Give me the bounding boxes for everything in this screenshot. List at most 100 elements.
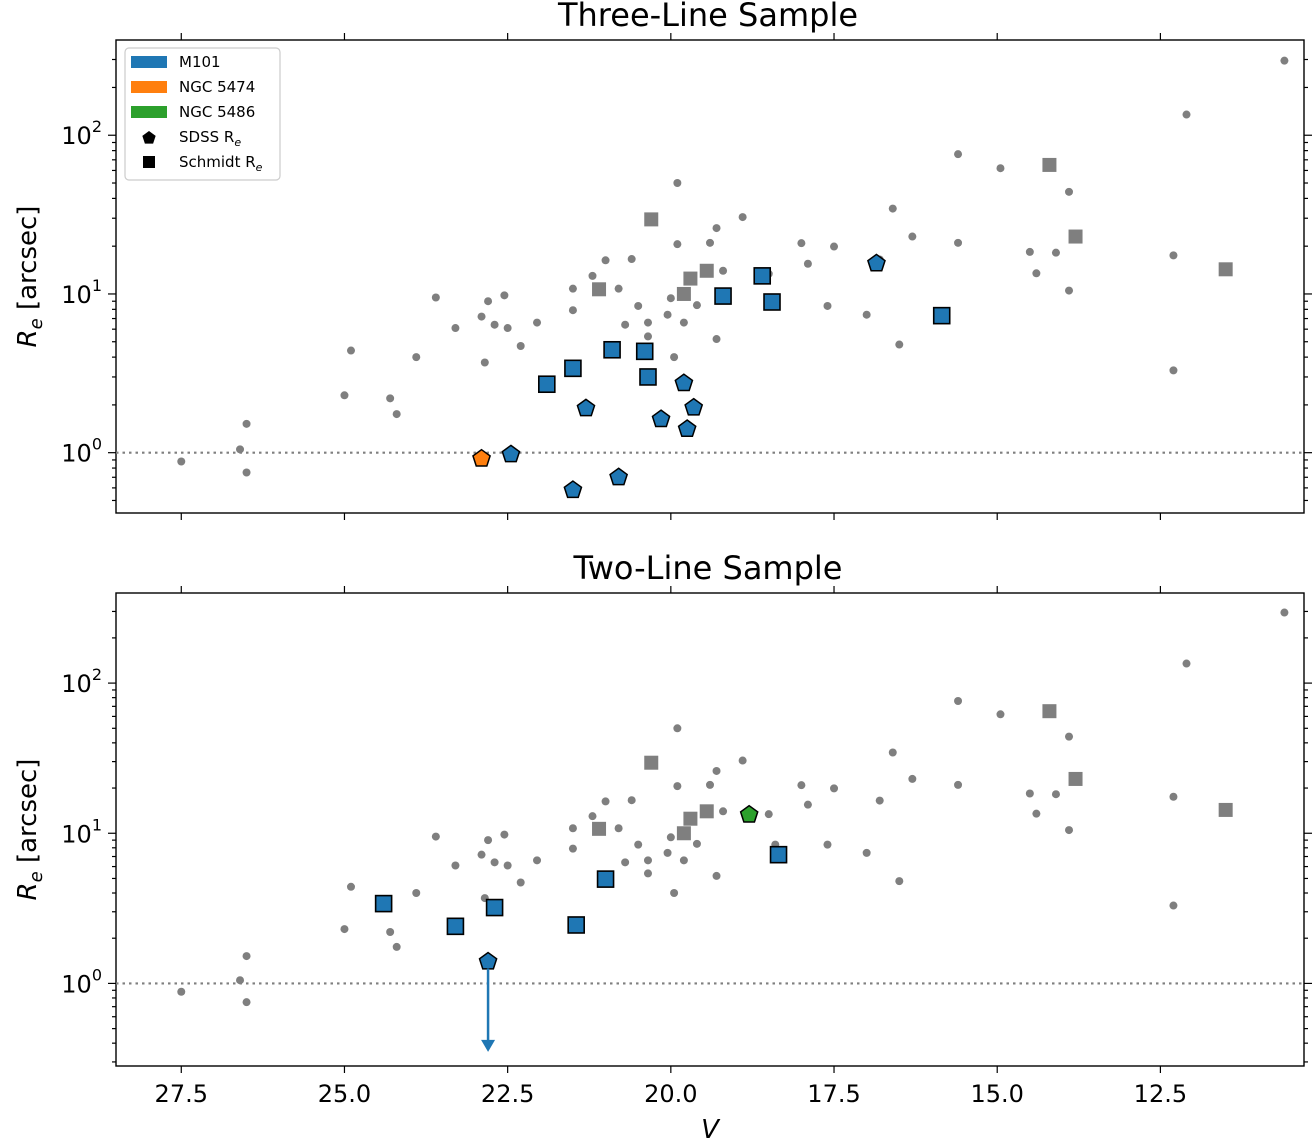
data-point-background-dot [1182, 659, 1191, 668]
data-marks [177, 56, 1289, 499]
data-point-background-dot [1169, 366, 1178, 375]
y-axis-label: Re [arcsec] [13, 759, 47, 901]
data-point-background-dot [738, 756, 747, 765]
data-point-background-dot [533, 318, 542, 327]
data-point-m101-square [639, 368, 657, 386]
data-point-background-dot [1169, 901, 1178, 910]
data-point-background-dot [412, 889, 421, 898]
legend-label: SDSS Re [179, 128, 241, 149]
data-point-background-dot [823, 840, 832, 849]
data-point-background-dot [643, 856, 652, 865]
data-point-background-dot [954, 150, 963, 159]
data-point-m101-square [603, 340, 621, 359]
y-tick-label: 101 [61, 815, 102, 848]
data-point-background-dot [500, 291, 509, 300]
data-point-background-dot [1065, 187, 1074, 196]
data-point-m101-pentagon [563, 480, 583, 499]
data-point-background-dot [673, 240, 682, 249]
data-point-background-dot [503, 324, 512, 333]
y-tick-label: 100 [61, 965, 102, 998]
data-point-background-dot [480, 358, 489, 367]
data-point-background-dot [340, 391, 349, 400]
data-point-m101-square [446, 917, 465, 936]
data-point-background-dot [797, 781, 806, 790]
data-point-background-schmidt-square [1068, 771, 1083, 786]
data-point-m101-pentagon [684, 397, 704, 416]
data-point-background-dot [477, 312, 486, 321]
data-point-background-dot [719, 807, 728, 816]
data-point-background-dot [996, 164, 1005, 173]
data-point-m101-square [753, 267, 772, 285]
data-point-background-dot [673, 179, 682, 188]
x-tick-label: 20.0 [644, 1080, 697, 1108]
data-point-background-dot [392, 410, 401, 419]
axis-ticks: 100 101 102 [61, 33, 1312, 520]
data-point-background-dot [673, 724, 682, 733]
data-point-ngc-5474-pentagon [472, 448, 491, 467]
y-tick-label: 102 [61, 665, 102, 698]
data-point-background-dot [503, 861, 512, 870]
data-point-background-dot [516, 342, 525, 351]
data-point-background-dot [673, 782, 682, 791]
data-point-background-dot [719, 266, 728, 275]
legend-label: M101 [179, 53, 221, 71]
data-point-background-dot [862, 848, 871, 857]
data-point-m101-square [763, 293, 781, 311]
data-point-background-dot [712, 871, 721, 880]
axis-ticks: 27.5 25.0 22.5 20.0 17.5 15.0 12.5 100 101 102 [61, 586, 1312, 1108]
data-point-background-dot [588, 271, 597, 280]
data-point-background-dot [490, 320, 499, 329]
data-point-m101-square [374, 894, 393, 913]
data-point-background-dot [588, 812, 597, 821]
data-point-background-dot [830, 242, 839, 251]
data-point-background-dot [712, 224, 721, 233]
data-point-background-dot [177, 987, 186, 996]
data-point-background-dot [1032, 809, 1041, 818]
data-point-background-dot [568, 306, 577, 315]
legend-marker [131, 106, 167, 118]
data-point-background-dot [712, 335, 721, 344]
x-tick-label: 22.5 [481, 1080, 534, 1108]
data-point-background-dot [477, 850, 486, 859]
data-point-background-dot [908, 774, 917, 783]
y-tick-label: 102 [61, 117, 102, 150]
panel-title: Two-Line Sample [573, 549, 843, 587]
data-point-background-schmidt-square [676, 826, 691, 841]
y-tick-label: 101 [61, 276, 102, 309]
legend-marker [131, 56, 167, 68]
data-point-background-dot [431, 293, 440, 302]
x-tick-label: 25.0 [318, 1080, 371, 1108]
data-point-m101-square [596, 870, 615, 888]
data-point-background-dot [764, 810, 773, 819]
data-point-background-schmidt-square [592, 282, 607, 297]
data-point-background-dot [431, 832, 440, 841]
data-point-background-dot [738, 213, 747, 222]
data-point-background-dot [568, 824, 577, 833]
data-point-m101-square [538, 375, 556, 394]
data-point-background-dot [386, 394, 395, 403]
data-point-background-dot [1051, 248, 1060, 257]
data-point-background-dot [643, 332, 652, 341]
legend-label: NGC 5486 [179, 103, 255, 121]
data-point-background-dot [1280, 56, 1289, 65]
data-point-background-dot [663, 848, 672, 857]
data-point-background-dot [490, 858, 499, 867]
data-point-background-dot [614, 284, 623, 293]
data-point-background-dot [451, 324, 460, 333]
data-point-background-dot [954, 238, 963, 247]
data-point-m101-square [485, 898, 504, 917]
data-point-background-dot [1065, 286, 1074, 295]
data-point-background-dot [614, 824, 623, 833]
data-point-background-dot [895, 877, 904, 886]
upper-limit-arrowhead [481, 1039, 496, 1052]
data-point-background-dot [875, 796, 884, 805]
data-point-background-dot [908, 232, 917, 241]
data-point-background-dot [386, 927, 395, 936]
data-point-background-dot [670, 889, 679, 898]
data-point-background-dot [1051, 790, 1060, 799]
data-point-background-dot [996, 710, 1005, 719]
data-point-background-dot [634, 840, 643, 849]
data-point-background-dot [888, 748, 897, 757]
data-point-background-dot [242, 998, 251, 1007]
